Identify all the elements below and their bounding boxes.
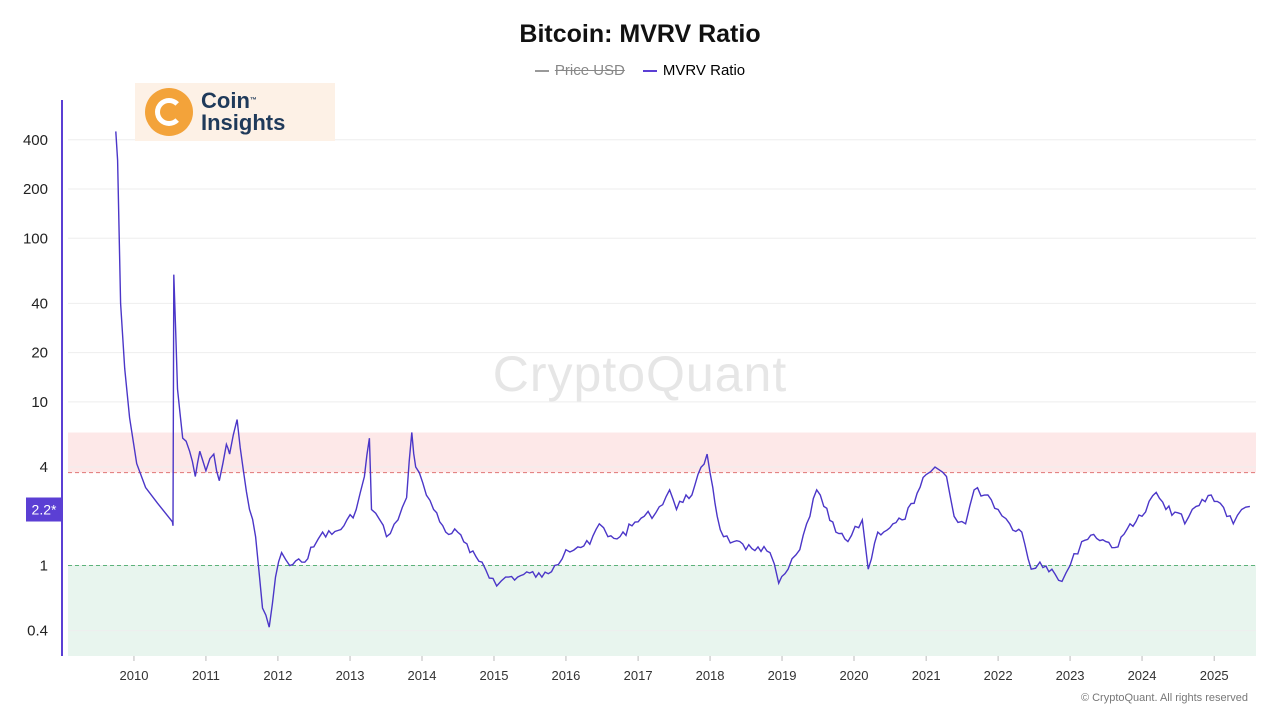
- coin-insights-logo: Coin™ Insights: [135, 83, 335, 141]
- legend-label-price-usd: Price USD: [554, 62, 625, 79]
- grid-lines: [68, 139, 1256, 632]
- chart-title: Bitcoin: MVRV Ratio: [519, 20, 761, 48]
- y-tick-label: 1: [40, 558, 48, 575]
- x-tick-label: 2019: [768, 668, 797, 683]
- coin-insights-logo-text: Coin™ Insights: [201, 88, 286, 135]
- y-tick-label: 40: [31, 295, 48, 312]
- series-line-mvrv-ratio: [115, 131, 1251, 628]
- copyright-footer: © CryptoQuant. All rights reserved: [1080, 692, 1248, 704]
- threshold-lines: [68, 472, 1256, 567]
- x-tick-label: 2011: [192, 668, 220, 683]
- current-value-badge: [26, 497, 62, 522]
- zone-bands: [68, 432, 1256, 656]
- x-tick-label: 2022: [984, 668, 1013, 683]
- legend-swatch-mvrv-ratio: [642, 69, 657, 72]
- zone-band-0: [68, 432, 1256, 473]
- legend-item-price-usd[interactable]: Price USD: [534, 62, 625, 79]
- x-tick-label: 2014: [408, 668, 437, 683]
- x-tick-label: 2017: [624, 668, 653, 683]
- y-tick-label: 20: [31, 345, 48, 362]
- x-tick-label: 2018: [696, 668, 725, 683]
- x-tick-label: 2023: [1056, 668, 1085, 683]
- x-tick-label: 2016: [551, 668, 580, 683]
- x-tick-label: 2012: [263, 668, 292, 683]
- x-tick-label: 2020: [840, 668, 869, 683]
- zone-band-1: [68, 565, 1256, 656]
- legend-item-mvrv-ratio[interactable]: MVRV Ratio: [642, 62, 746, 79]
- x-tick-label: 2013: [336, 668, 365, 683]
- x-tick-label: 2024: [1128, 668, 1157, 683]
- legend-swatch-price-usd: [534, 69, 549, 72]
- y-tick-label: 4: [40, 459, 48, 476]
- x-tick-label: 2025: [1200, 668, 1229, 683]
- legend-label-mvrv-ratio: MVRV Ratio: [662, 62, 746, 79]
- legend: Price USD MVRV Ratio: [0, 62, 1280, 79]
- x-tick-label: 2010: [120, 668, 149, 683]
- coin-insights-logo-icon: [145, 88, 193, 136]
- y-axis: 0.4 1 4 10 20 40 100 200 400 2.2*: [23, 100, 63, 656]
- y-tick-label: 0.4: [27, 623, 48, 640]
- y-tick-label: 200: [23, 181, 48, 198]
- y-tick-label: 10: [31, 394, 48, 411]
- x-tick-label: 2021: [912, 668, 941, 683]
- x-axis: 2010 2011 2012 2013 2014 2015 2016 2017 2018 2019…: [120, 656, 1229, 683]
- y-tick-label: 400: [23, 132, 48, 149]
- current-value-label: 2.2*: [32, 502, 57, 518]
- x-tick-label: 2015: [480, 668, 509, 683]
- y-tick-label: 100: [23, 230, 48, 247]
